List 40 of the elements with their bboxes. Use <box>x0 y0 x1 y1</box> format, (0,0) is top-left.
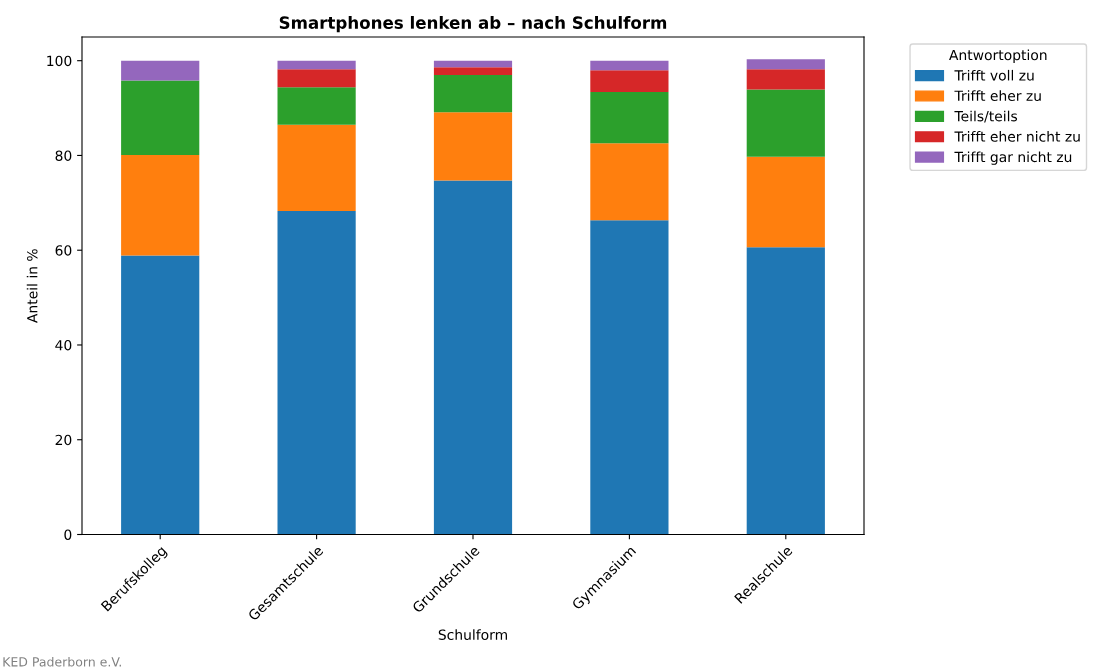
y-tick-label: 40 <box>55 339 72 351</box>
bar <box>433 74 513 113</box>
bar <box>590 91 669 144</box>
bar <box>590 220 669 535</box>
bar <box>277 87 356 125</box>
bar <box>277 60 356 70</box>
bar <box>121 154 200 256</box>
bar <box>433 60 513 68</box>
y-tick-label: 20 <box>55 434 72 446</box>
x-axis-title: Schulform <box>438 629 507 640</box>
legend-title: Antwortoption <box>949 49 1047 63</box>
bar <box>746 156 825 248</box>
bar <box>590 70 669 92</box>
y-tick-label: 100 <box>47 55 72 67</box>
legend-label: Trifft eher nicht zu <box>954 131 1080 142</box>
bar <box>121 80 200 155</box>
y-tick-label: 80 <box>55 150 72 161</box>
bar <box>277 124 356 211</box>
bar <box>433 112 513 181</box>
y-tick-label: 0 <box>64 529 72 540</box>
bar <box>746 89 825 157</box>
bar <box>277 210 356 535</box>
y-axis-title: Anteil in % <box>26 249 38 323</box>
bar <box>746 69 825 90</box>
text: KED Paderborn e.V. <box>3 656 121 667</box>
bar <box>277 69 356 88</box>
y-tick-label: 60 <box>55 245 72 256</box>
bar <box>433 180 513 535</box>
bar <box>746 59 825 70</box>
legend-label: Trifft eher zu <box>954 90 1041 102</box>
bar <box>121 255 200 535</box>
legend-label: Trifft voll zu <box>954 69 1034 81</box>
bar <box>590 143 669 221</box>
bar <box>121 60 200 81</box>
bar <box>746 247 825 535</box>
legend-label: Trifft gar nicht zu <box>954 151 1072 165</box>
bar <box>590 60 669 71</box>
legend-label: Teils/teils <box>954 110 1018 123</box>
chart-title: Smartphones lenken ab – nach Schulform <box>279 16 667 33</box>
bar <box>433 67 513 75</box>
